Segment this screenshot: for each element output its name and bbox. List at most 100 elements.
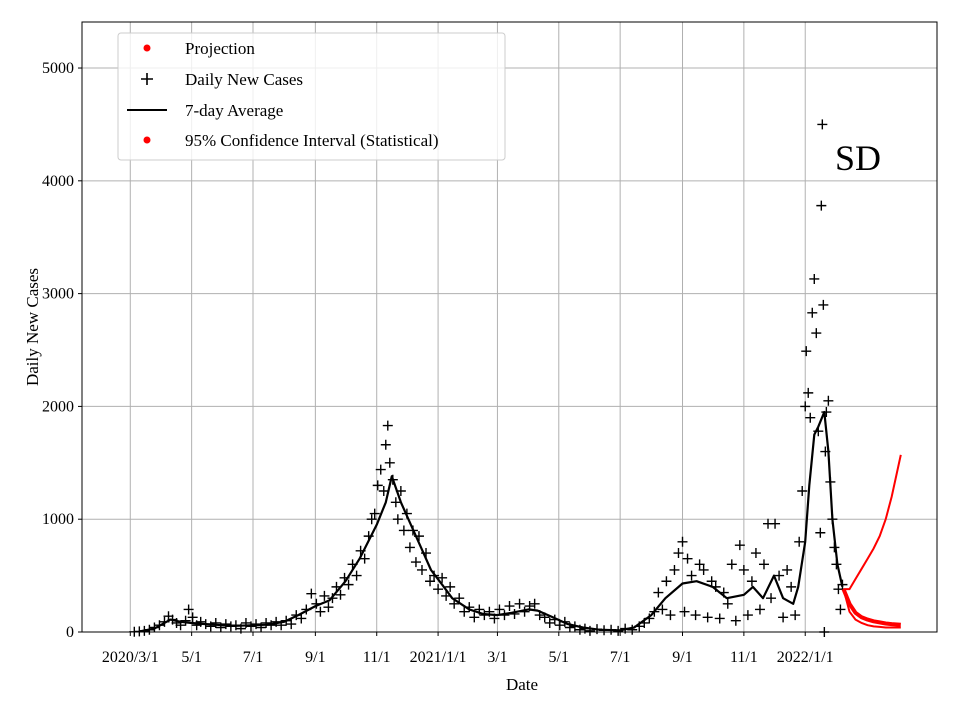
daily-case-point <box>205 621 216 632</box>
plot-frame <box>81 21 938 633</box>
x-tick-label: 5/1 <box>549 649 569 666</box>
daily-case-point <box>661 576 672 587</box>
daily-case-point <box>410 557 421 568</box>
daily-case-point <box>698 564 709 575</box>
daily-case-point <box>404 542 415 553</box>
daily-case-point <box>797 486 808 497</box>
daily-case-point <box>514 598 525 609</box>
daily-case-point <box>323 602 334 613</box>
daily-case-point <box>803 387 814 398</box>
daily-case-point <box>504 601 515 612</box>
daily-case-point <box>296 613 307 624</box>
daily-case-point <box>690 610 701 621</box>
daily-case-point <box>758 559 769 570</box>
daily-case-point <box>335 589 346 600</box>
y-tick-label: 3000 <box>42 286 74 303</box>
daily-case-point <box>286 619 297 630</box>
daily-case-point <box>359 553 370 564</box>
daily-case-point <box>817 119 828 130</box>
x-tick-label: 9/1 <box>672 649 692 666</box>
daily-case-point <box>778 612 789 623</box>
daily-case-point <box>210 617 221 628</box>
daily-case-point <box>180 615 191 626</box>
daily-case-point <box>821 407 832 418</box>
daily-case-point <box>398 525 409 536</box>
daily-case-point <box>554 620 565 631</box>
y-axis-label: Daily New Cases <box>23 268 42 386</box>
daily-case-point <box>378 486 389 497</box>
daily-case-point <box>627 624 638 635</box>
legend-label-average: 7-day Average <box>185 101 283 120</box>
daily-case-point <box>815 527 826 538</box>
daily-case-point <box>754 604 765 615</box>
x-tick-label: 7/1 <box>243 649 263 666</box>
daily-case-point <box>195 616 206 627</box>
daily-case-point <box>657 604 668 615</box>
x-tick-label: 11/1 <box>363 649 391 666</box>
daily-case-point <box>694 559 705 570</box>
legend: Projection Daily New Cases 7-day Average… <box>117 32 506 161</box>
ci-lower-line <box>842 588 901 629</box>
daily-case-point <box>742 610 753 621</box>
daily-case-point <box>669 564 680 575</box>
daily-case-point <box>382 420 393 431</box>
daily-case-point <box>734 540 745 551</box>
y-tick-label: 1000 <box>42 511 74 528</box>
daily-case-point <box>823 395 834 406</box>
daily-case-point <box>469 612 480 623</box>
daily-case-point <box>702 612 713 623</box>
daily-case-point <box>682 553 693 564</box>
daily-case-point <box>818 299 829 310</box>
daily-case-point <box>673 548 684 559</box>
daily-case-point <box>390 497 401 508</box>
daily-case-point <box>790 610 801 621</box>
daily-case-point <box>653 587 664 598</box>
x-tick-label: 5/1 <box>181 649 201 666</box>
y-tick-label: 2000 <box>42 398 74 415</box>
seven-day-average-line <box>139 410 844 633</box>
legend-marker-daily <box>141 73 153 85</box>
daily-case-point <box>425 576 436 587</box>
daily-case-point <box>261 617 272 628</box>
daily-case-point <box>805 412 816 423</box>
legend-box <box>117 32 506 161</box>
x-tick-label: 2020/3/1 <box>102 649 159 666</box>
x-tick-label: 2022/1/1 <box>777 649 834 666</box>
daily-case-point <box>187 612 198 623</box>
daily-case-point <box>730 615 741 626</box>
daily-case-point <box>750 548 761 559</box>
daily-case-point <box>494 604 505 615</box>
daily-case-point <box>351 570 362 581</box>
daily-case-point <box>807 307 818 318</box>
axis-ticks: 2020/3/1 5/1 7/1 9/1 11/1 2021/1/1 3/1 5/1 7/1 9/… <box>42 60 834 666</box>
y-tick-label: 4000 <box>42 173 74 190</box>
y-tick-label: 0 <box>66 624 74 641</box>
projection-line <box>841 588 901 627</box>
daily-case-point <box>380 439 391 450</box>
daily-case-point <box>706 576 717 587</box>
daily-case-point <box>809 273 820 284</box>
legend-label-projection: Projection <box>185 39 255 58</box>
daily-case-point <box>445 581 456 592</box>
daily-case-point <box>746 576 757 587</box>
x-tick-label: 3/1 <box>487 649 507 666</box>
daily-case-point <box>183 604 194 615</box>
daily-case-point <box>835 604 846 615</box>
legend-label-ci: 95% Confidence Interval (Statistical) <box>185 131 439 150</box>
daily-case-point <box>437 572 448 583</box>
daily-case-point <box>811 328 822 339</box>
ci-upper-line <box>843 454 902 591</box>
x-tick-label: 2021/1/1 <box>410 649 467 666</box>
daily-case-point <box>315 606 326 617</box>
x-axis-label: Date <box>506 675 538 694</box>
daily-case-point <box>459 606 470 617</box>
legend-marker-projection <box>143 44 151 52</box>
daily-case-point <box>722 598 733 609</box>
daily-case-point <box>738 564 749 575</box>
daily-case-point <box>375 464 386 475</box>
daily-case-point <box>544 617 555 628</box>
daily-case-point <box>677 536 688 547</box>
y-tick-label: 5000 <box>42 60 74 77</box>
daily-case-point <box>679 606 690 617</box>
daily-case-point <box>384 457 395 468</box>
